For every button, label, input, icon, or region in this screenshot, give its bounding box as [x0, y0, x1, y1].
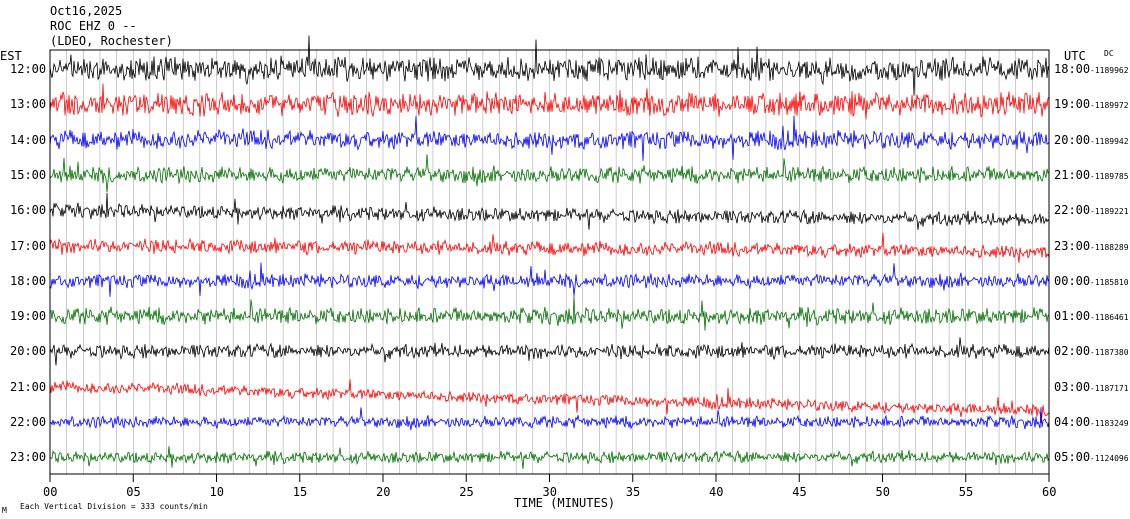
- dc-value: -1189972: [1090, 101, 1129, 111]
- division-note: Each Vertical Division = 333 counts/min: [20, 502, 208, 511]
- x-tick-label: 30: [542, 485, 557, 499]
- dc-value: -1188289: [1090, 242, 1129, 252]
- dc-value: -1186461: [1090, 313, 1129, 323]
- utc-hour-label: 23:00: [1054, 238, 1091, 253]
- utc-hour-label: 22:00: [1054, 203, 1091, 218]
- utc-hour-label: 18:00: [1054, 62, 1091, 76]
- utc-hour-label: 01:00: [1054, 309, 1091, 324]
- dc-label: DC: [1104, 49, 1114, 58]
- utc-hour-label: 02:00: [1054, 344, 1091, 359]
- x-tick-label: 50: [875, 485, 890, 499]
- x-tick-label: 00: [43, 485, 58, 499]
- est-hour-label: 20:00: [10, 344, 47, 359]
- x-axis-title: TIME (MINUTES): [514, 496, 616, 510]
- est-axis-label: EST: [0, 49, 22, 63]
- est-hour-label: 21:00: [10, 379, 47, 394]
- est-hour-label: 22:00: [10, 415, 47, 429]
- utc-hour-label: 00:00: [1054, 273, 1091, 288]
- utc-hour-label: 05:00: [1054, 450, 1091, 465]
- date-label: Oct16,2025: [50, 4, 123, 18]
- utc-hour-label: 21:00: [1054, 167, 1091, 182]
- dc-value: -1189221: [1090, 207, 1129, 217]
- dc-value: -1124096: [1090, 454, 1129, 464]
- x-tick-label: 45: [792, 485, 807, 499]
- trace-line: [49, 154, 1050, 193]
- trace-line: [49, 379, 1050, 423]
- dc-value: -1183249: [1090, 419, 1129, 428]
- x-tick-label: 05: [126, 485, 141, 499]
- utc-hour-label: 19:00: [1054, 97, 1091, 112]
- x-tick-label: 20: [376, 485, 391, 499]
- trace-line: [49, 446, 1050, 470]
- trace-line: [49, 295, 1050, 331]
- est-hour-label: 13:00: [10, 97, 47, 112]
- minute-grid: [66, 50, 1033, 474]
- dc-value: -1187171: [1090, 383, 1129, 393]
- trace-line: [49, 407, 1050, 431]
- x-tick-label: 35: [625, 485, 641, 499]
- dc-value: -1189962: [1090, 66, 1129, 75]
- dc-value: -1185810: [1090, 277, 1129, 287]
- est-hour-label: 19:00: [10, 309, 47, 324]
- utc-hour-label: 03:00: [1054, 379, 1091, 394]
- corner-mark: M: [2, 506, 7, 515]
- est-hour-label: 17:00: [10, 238, 47, 253]
- utc-hour-label: 20:00: [1054, 132, 1091, 147]
- trace-line: [49, 192, 1050, 230]
- trace-line: [49, 35, 1050, 96]
- x-tick-label: 40: [709, 485, 724, 499]
- trace-line: [49, 83, 1050, 120]
- est-hour-label: 23:00: [10, 450, 47, 465]
- trace-line: [49, 262, 1050, 297]
- x-tick-label: 25: [459, 485, 474, 499]
- location-label: (LDEO, Rochester): [50, 34, 173, 48]
- utc-hour-label: 04:00: [1054, 415, 1091, 429]
- est-hour-label: 12:00: [10, 62, 47, 76]
- trace-line: [49, 115, 1050, 162]
- utc-axis-label: UTC: [1064, 49, 1086, 63]
- station-label: ROC EHZ 0 --: [50, 19, 137, 33]
- est-hour-label: 16:00: [10, 203, 47, 218]
- est-hour-label: 14:00: [10, 132, 47, 147]
- x-axis-ticks: [49, 474, 1050, 482]
- seismic-traces: [49, 35, 1050, 470]
- trace-line: [49, 232, 1050, 263]
- x-tick-label: 55: [958, 485, 974, 499]
- x-tick-label: 10: [209, 485, 224, 499]
- dc-value: -1187380: [1090, 348, 1129, 358]
- est-hour-label: 18:00: [10, 273, 47, 288]
- trace-line: [49, 337, 1050, 366]
- est-hour-label: 15:00: [10, 167, 47, 182]
- x-tick-label: 15: [292, 485, 308, 499]
- dc-value: -1189785: [1090, 171, 1129, 181]
- x-tick-label: 60: [1042, 485, 1057, 499]
- dc-value: -1189942: [1090, 136, 1129, 146]
